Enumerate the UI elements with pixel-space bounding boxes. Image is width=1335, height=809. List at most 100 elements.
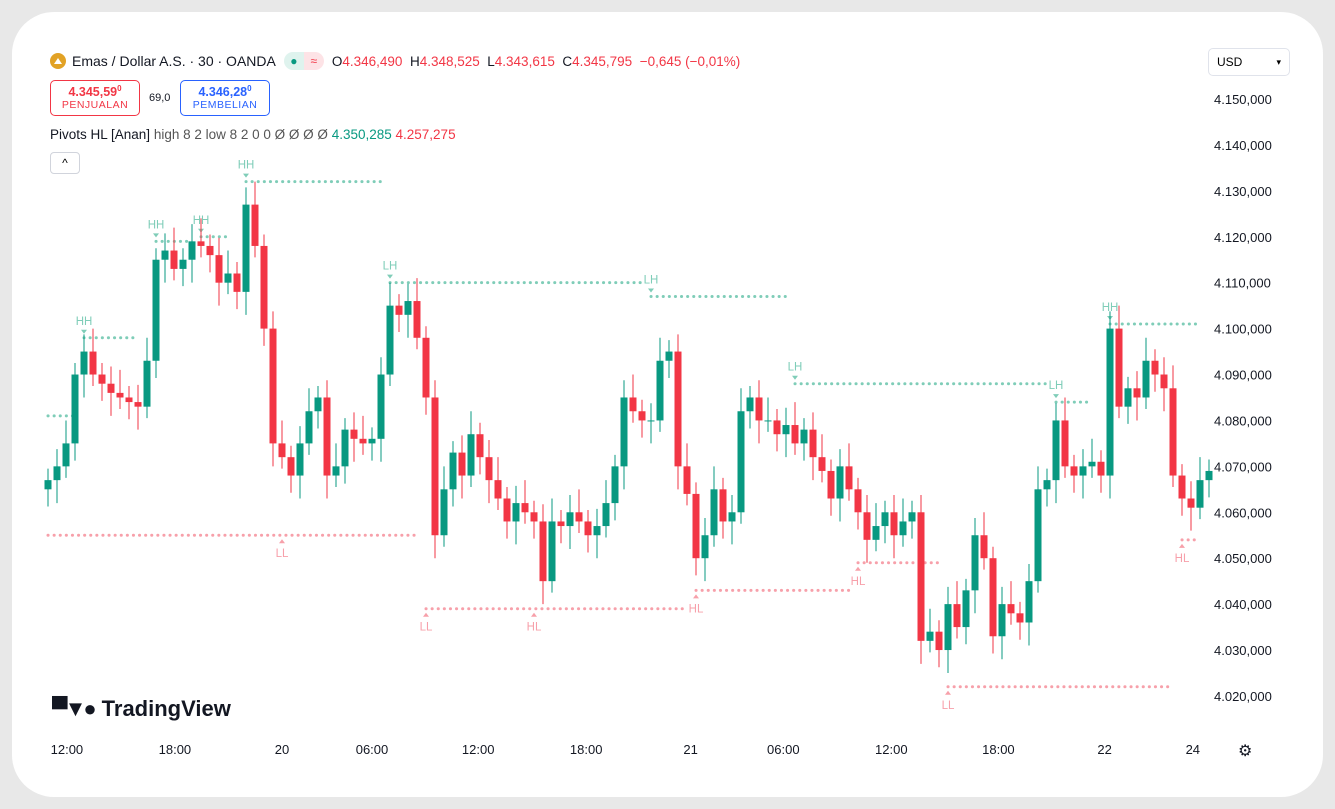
candle-body [269, 328, 277, 444]
candle-body [656, 360, 664, 421]
candle-body [1160, 374, 1168, 389]
candle-body [107, 383, 115, 393]
ohlc-values: O4.346,490 H4.348,525 L4.343,615 C4.345,… [331, 53, 741, 69]
candle-body [368, 438, 376, 444]
candle-body [1187, 498, 1195, 508]
x-tick-label: 24 [1186, 742, 1200, 757]
price-chart[interactable]: 4.150,000 4.140,000 4.130,000 4.120,000 4.11… [12, 12, 1323, 797]
pivot-label: LL [942, 700, 955, 712]
candle-body [602, 503, 610, 527]
candle-body [521, 503, 529, 513]
pivot-marker-icon [423, 612, 429, 617]
pivot-marker-icon [243, 173, 249, 178]
candle-body [971, 535, 979, 591]
buy-button[interactable]: 4.346,280 PEMBELIAN [180, 80, 270, 116]
pivot-label: HL [851, 576, 866, 588]
candle-body [233, 273, 241, 292]
candle-body [881, 512, 889, 527]
candle-body [557, 521, 565, 527]
candle-body [134, 402, 142, 407]
indicator-legend[interactable]: Pivots HL [Anan] high 8 2 low 8 2 0 0 Ø … [50, 127, 456, 142]
candle-body [440, 489, 448, 536]
candle-body [125, 397, 133, 403]
y-tick-label: 4.050,000 [1214, 551, 1272, 566]
pivot-label: HL [1175, 553, 1190, 565]
x-tick-label: 18:00 [982, 742, 1015, 757]
settings-icon[interactable]: ⚙ [1238, 743, 1253, 760]
pivot-label: HH [148, 219, 165, 231]
candle-body [1088, 461, 1096, 467]
currency-select[interactable]: USD ▾ [1208, 48, 1290, 76]
candle-body [1178, 475, 1186, 499]
symbol-legend: Emas / Dollar A.S. · 30 · OANDA ● ≈ O4.3… [50, 52, 740, 70]
candle-body [377, 374, 385, 439]
candle-body [800, 429, 808, 444]
candle-body [575, 512, 583, 522]
candle-body [1043, 480, 1051, 490]
symbol-title[interactable]: Emas / Dollar A.S. · 30 · OANDA [72, 53, 276, 69]
candle-body [494, 480, 502, 499]
candle-body [791, 425, 799, 444]
x-tick-label: 18:00 [570, 742, 603, 757]
candle-body [710, 489, 718, 536]
x-tick-label: 06:00 [356, 742, 389, 757]
candle-body [899, 521, 907, 536]
spread-value: 69,0 [149, 92, 171, 104]
y-tick-label: 4.030,000 [1214, 643, 1272, 658]
candle-body [323, 397, 331, 476]
pivot-label: LH [788, 362, 803, 374]
pivot-label: LH [383, 261, 398, 273]
x-tick-label: 12:00 [51, 742, 84, 757]
candle-body [305, 411, 313, 444]
pivot-label: HL [689, 603, 704, 615]
candle-body [512, 503, 520, 522]
pivot-label: LH [644, 274, 659, 286]
candle-body [1169, 388, 1177, 476]
candle-body [386, 305, 394, 375]
tradingview-mark-icon: ▀▼● [52, 696, 97, 721]
candle-body [152, 259, 160, 361]
x-tick-label: 18:00 [159, 742, 192, 757]
candle-body [485, 457, 493, 481]
candle-body [638, 411, 646, 421]
candle-body [206, 245, 214, 256]
candle-body [782, 425, 790, 435]
y-tick-label: 4.150,000 [1214, 92, 1272, 107]
candle-body [467, 434, 475, 476]
candle-body [53, 466, 61, 481]
pivot-marker-icon [1053, 394, 1059, 399]
candle-body [1079, 466, 1087, 476]
candle-body [89, 351, 97, 375]
candle-body [701, 535, 709, 559]
sell-button[interactable]: 4.345,590 PENJUALAN [50, 80, 140, 116]
pivot-label: HH [1102, 302, 1119, 314]
candle-body [1016, 613, 1024, 623]
candle-body [1070, 466, 1078, 476]
x-tick-label: 06:00 [767, 742, 800, 757]
pivot-label: LL [420, 622, 433, 634]
candle-body [287, 457, 295, 476]
pivot-marker-icon [153, 233, 159, 238]
candle-body [1205, 470, 1213, 481]
x-tick-label: 22 [1097, 742, 1111, 757]
candle-body [1151, 360, 1159, 375]
y-tick-label: 4.080,000 [1214, 413, 1272, 428]
y-tick-label: 4.130,000 [1214, 184, 1272, 199]
candle-body [395, 305, 403, 315]
chevron-down-icon: ▾ [1276, 56, 1281, 67]
candle-body [1007, 604, 1015, 614]
candle-body [566, 512, 574, 527]
candle-body [161, 250, 169, 260]
candle-body [98, 374, 106, 384]
candle-body [341, 429, 349, 467]
x-tick-label: 20 [275, 742, 289, 757]
candle-body [827, 470, 835, 499]
x-tick-label: 21 [683, 742, 697, 757]
candle-body [683, 466, 691, 494]
status-pill[interactable]: ● ≈ [283, 52, 324, 70]
collapse-legend-button[interactable]: ^ [50, 152, 80, 174]
candle-body [359, 438, 367, 444]
pivot-marker-icon [387, 274, 393, 279]
candle-body [692, 493, 700, 559]
candle-body [737, 411, 745, 513]
